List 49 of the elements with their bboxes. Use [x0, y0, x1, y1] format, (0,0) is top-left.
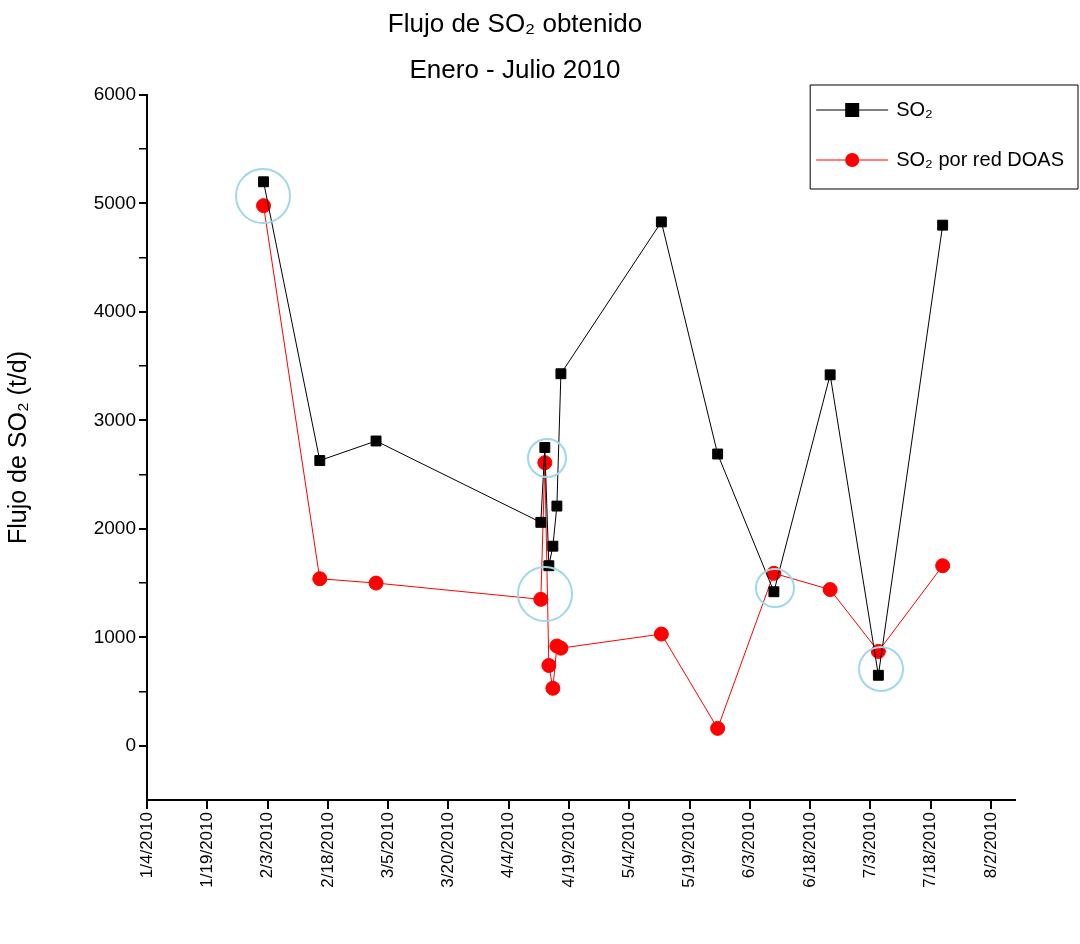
- point: [256, 198, 272, 214]
- point: [937, 219, 949, 231]
- point: [655, 216, 667, 228]
- y-tick-label: 1000: [93, 625, 136, 647]
- x-tick-label: 3/5/2010: [377, 812, 397, 879]
- x-tick-label: 7/18/2010: [920, 812, 940, 888]
- x-tick-label: 1/4/2010: [136, 812, 156, 879]
- point: [535, 516, 547, 528]
- x-tick-label: 5/19/2010: [679, 812, 699, 888]
- x-tick-label: 5/4/2010: [618, 812, 638, 879]
- x-tick-label: 8/2/2010: [980, 812, 1000, 879]
- point: [314, 455, 326, 466]
- point: [710, 720, 726, 736]
- x-tick-label: 2/3/2010: [257, 812, 277, 879]
- x-tick-label: 2/18/2010: [317, 812, 337, 888]
- legend-label: SO₂: [896, 97, 933, 120]
- point: [312, 571, 328, 587]
- point: [541, 658, 557, 674]
- point: [545, 680, 561, 696]
- point: [258, 176, 269, 188]
- y-tick-label: 4000: [93, 300, 136, 322]
- y-tick-label: 5000: [93, 191, 136, 213]
- point: [653, 626, 669, 642]
- x-tick-label: 4/4/2010: [498, 812, 518, 879]
- point: [712, 448, 724, 460]
- chart-title: Flujo de SO₂ obtenido: [386, 8, 644, 39]
- point: [539, 442, 551, 453]
- chart-subtitle: Enero - Julio 2010: [408, 54, 622, 85]
- x-tick-label: 6/18/2010: [799, 812, 819, 888]
- point: [368, 575, 384, 591]
- point: [824, 369, 836, 381]
- point: [555, 368, 567, 380]
- point: [370, 435, 382, 447]
- x-tick-label: 4/19/2010: [558, 812, 578, 888]
- x-tick-label: 1/19/2010: [196, 812, 216, 888]
- y-tick-label: 2000: [93, 517, 136, 539]
- y-tick-label: 6000: [93, 83, 136, 105]
- point: [547, 540, 559, 552]
- x-tick-label: 7/3/2010: [860, 812, 880, 879]
- y-axis-title: Flujo de SO₂ (t/d): [2, 350, 31, 545]
- x-tick-label: 6/3/2010: [739, 812, 759, 879]
- point: [935, 558, 951, 574]
- y-tick-label: 0: [125, 734, 136, 755]
- point: [551, 500, 563, 512]
- point: [553, 640, 569, 656]
- x-tick-label: 3/20/2010: [438, 812, 458, 888]
- point: [822, 582, 838, 598]
- legend-label: SO₂ por red DOAS: [896, 147, 1065, 170]
- y-tick-label: 3000: [93, 408, 136, 430]
